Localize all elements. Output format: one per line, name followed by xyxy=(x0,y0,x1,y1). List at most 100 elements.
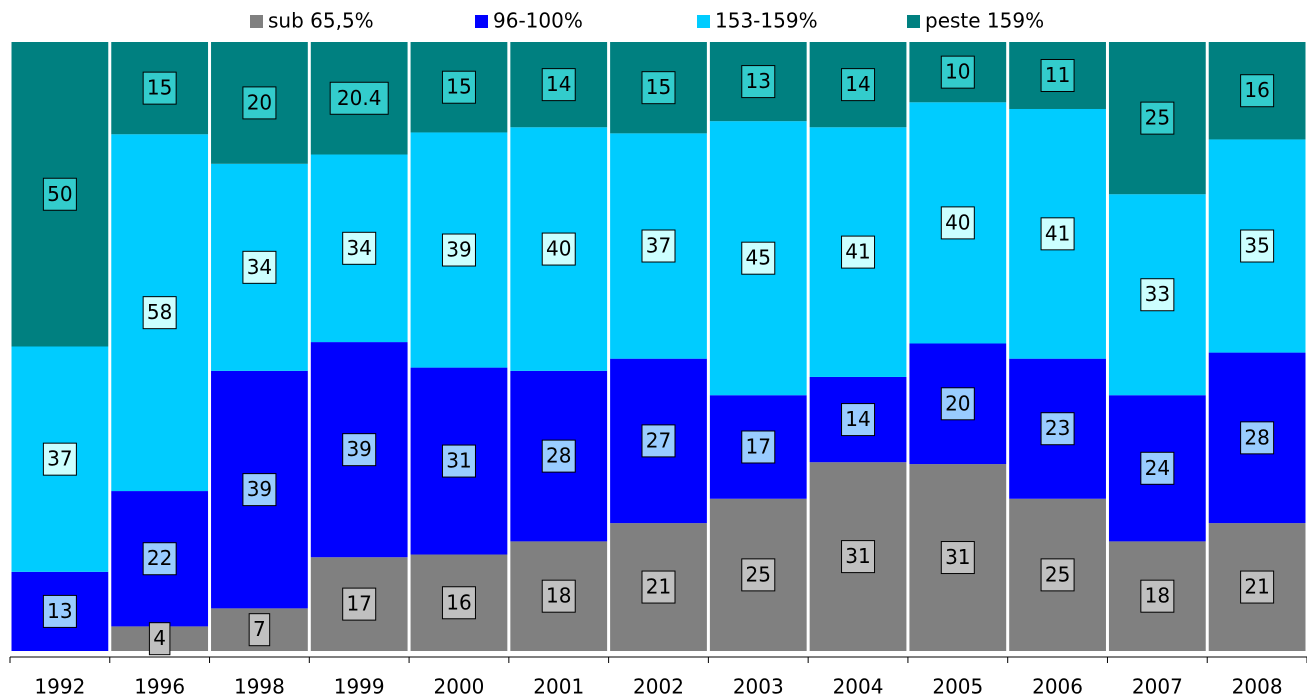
data-label: 23 xyxy=(1045,416,1070,440)
data-label-box xyxy=(1240,74,1275,108)
x-tick-label: 2005 xyxy=(932,675,983,699)
data-label-box xyxy=(1140,451,1175,485)
data-label-box xyxy=(42,442,77,476)
data-label: 45 xyxy=(746,246,771,270)
data-label: 34 xyxy=(346,236,371,260)
data-label-box xyxy=(841,68,876,102)
data-label: 31 xyxy=(446,449,471,473)
x-tick-label: 2006 xyxy=(1032,675,1083,699)
data-label-box xyxy=(841,540,876,574)
data-label: 28 xyxy=(1244,425,1269,449)
data-label: 25 xyxy=(1145,106,1170,130)
data-label: 13 xyxy=(47,599,72,623)
data-label: 22 xyxy=(147,546,172,570)
data-label: 15 xyxy=(446,75,471,99)
data-label-box xyxy=(641,229,676,263)
data-label: 28 xyxy=(546,444,571,468)
data-label: 17 xyxy=(746,434,771,458)
data-label: 7 xyxy=(253,617,266,641)
legend-label: 96-100% xyxy=(493,9,583,33)
data-label: 50 xyxy=(47,182,72,206)
data-label-box xyxy=(741,241,776,275)
data-label: 18 xyxy=(546,584,571,608)
data-label-box xyxy=(441,444,476,478)
x-tick-label: 2001 xyxy=(533,675,584,699)
data-label: 16 xyxy=(1244,78,1269,102)
data-label-box xyxy=(1040,558,1075,592)
data-label-box xyxy=(242,473,277,507)
data-label-box xyxy=(641,424,676,458)
legend-label: sub 65,5% xyxy=(268,9,374,33)
data-label-box xyxy=(541,579,576,613)
data-label-box xyxy=(42,177,77,211)
data-label: 41 xyxy=(1045,221,1070,245)
data-label-box xyxy=(1140,101,1175,135)
data-label-box xyxy=(342,433,377,467)
data-label-box xyxy=(1140,579,1175,613)
data-label: 13 xyxy=(746,69,771,93)
x-tick-label: 1998 xyxy=(234,675,285,699)
data-label-box xyxy=(741,65,776,99)
data-label-box xyxy=(1040,412,1075,446)
data-label-box xyxy=(541,232,576,266)
data-label-box xyxy=(242,86,277,120)
data-label-box xyxy=(441,70,476,104)
data-label-box xyxy=(940,206,975,240)
data-label-box xyxy=(541,439,576,473)
data-label-box xyxy=(441,586,476,620)
legend-swatch xyxy=(697,15,710,28)
data-label-box xyxy=(42,594,77,628)
x-tick-label: 2002 xyxy=(633,675,684,699)
data-label: 11 xyxy=(1045,63,1070,87)
data-label-box xyxy=(1240,229,1275,263)
data-label-box xyxy=(641,570,676,604)
data-label: 24 xyxy=(1145,456,1170,480)
data-label: 14 xyxy=(845,72,870,96)
data-label: 37 xyxy=(646,234,671,258)
x-tick-label: 2000 xyxy=(434,675,485,699)
legend-label: 153-159% xyxy=(715,9,818,33)
data-label: 58 xyxy=(147,300,172,324)
x-tick-label: 2003 xyxy=(733,675,784,699)
data-label-box xyxy=(741,558,776,592)
data-label-box xyxy=(841,403,876,437)
data-label: 14 xyxy=(546,72,571,96)
x-tick-label: 2008 xyxy=(1232,675,1283,699)
data-label-box xyxy=(940,55,975,89)
data-label-box xyxy=(541,68,576,102)
data-label: 10 xyxy=(945,60,970,84)
legend-swatch xyxy=(907,15,920,28)
data-label-box xyxy=(940,541,975,575)
data-label: 40 xyxy=(546,237,571,261)
x-tick-label: 2004 xyxy=(833,675,884,699)
data-label: 39 xyxy=(346,437,371,461)
data-label-box xyxy=(841,235,876,269)
data-label-box xyxy=(248,613,271,647)
data-label: 17 xyxy=(346,592,371,616)
data-label-box xyxy=(329,81,389,115)
data-label: 34 xyxy=(247,255,272,279)
data-label: 14 xyxy=(845,407,870,431)
data-label: 18 xyxy=(1145,584,1170,608)
data-label-box xyxy=(940,387,975,421)
data-label-box xyxy=(1240,570,1275,604)
x-tick-label: 1999 xyxy=(334,675,385,699)
data-label: 31 xyxy=(945,545,970,569)
data-label: 20 xyxy=(247,90,272,114)
data-label: 4 xyxy=(153,626,166,650)
data-label: 16 xyxy=(446,590,471,614)
data-label-box xyxy=(1140,278,1175,312)
data-label-box xyxy=(1040,217,1075,251)
data-label-box xyxy=(342,231,377,265)
data-label: 37 xyxy=(47,447,72,471)
legend-swatch xyxy=(475,15,488,28)
legend-swatch xyxy=(250,15,263,28)
data-label: 21 xyxy=(646,575,671,599)
data-label-box xyxy=(142,542,177,576)
data-label: 20 xyxy=(945,391,970,415)
data-label: 39 xyxy=(247,477,272,501)
data-label: 15 xyxy=(646,75,671,99)
data-label: 27 xyxy=(646,428,671,452)
data-label-box xyxy=(1240,421,1275,455)
